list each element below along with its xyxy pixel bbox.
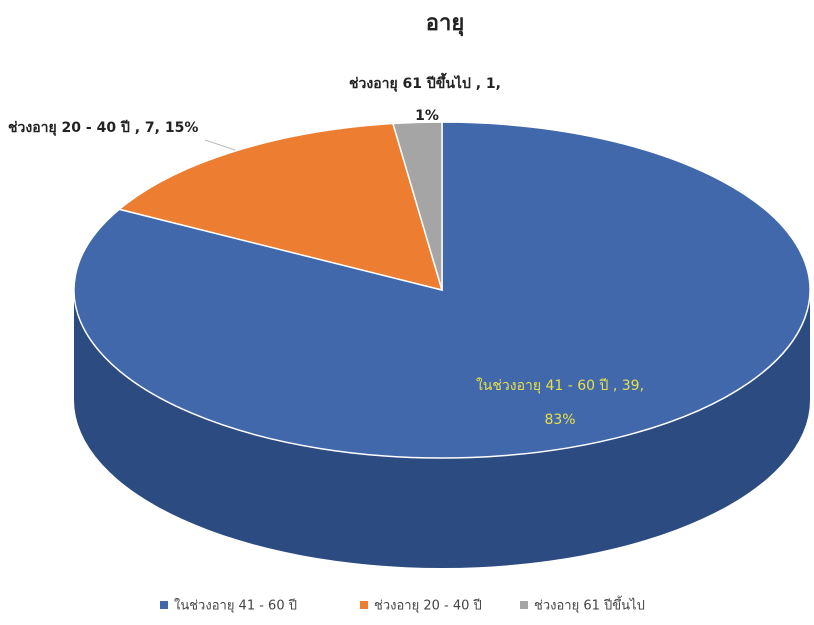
data-label: ช่วงอายุ 20 - 40 ปี , 7, 15% xyxy=(8,120,198,136)
slice-side xyxy=(74,290,810,568)
legend-swatch xyxy=(520,601,528,609)
chart-title: อายุ xyxy=(426,11,464,37)
slice xyxy=(117,122,444,292)
legend-label: ช่วงอายุ 61 ปีขึ้นไป xyxy=(534,596,645,614)
legend-swatch xyxy=(360,601,368,609)
slice xyxy=(391,121,443,291)
leader-line xyxy=(204,139,236,151)
legend-swatch xyxy=(160,601,168,609)
data-label: ในช่วงอายุ 41 - 60 ปี , 39, xyxy=(476,377,644,394)
legend-label: ช่วงอายุ 20 - 40 ปี xyxy=(374,598,482,614)
legend-label: ในช่วงอายุ 41 - 60 ปี xyxy=(174,598,297,614)
data-label: 1% xyxy=(415,108,439,124)
data-label: ช่วงอายุ 61 ปีขึ้นไป , 1, xyxy=(349,72,501,92)
data-label: 83% xyxy=(544,412,575,428)
